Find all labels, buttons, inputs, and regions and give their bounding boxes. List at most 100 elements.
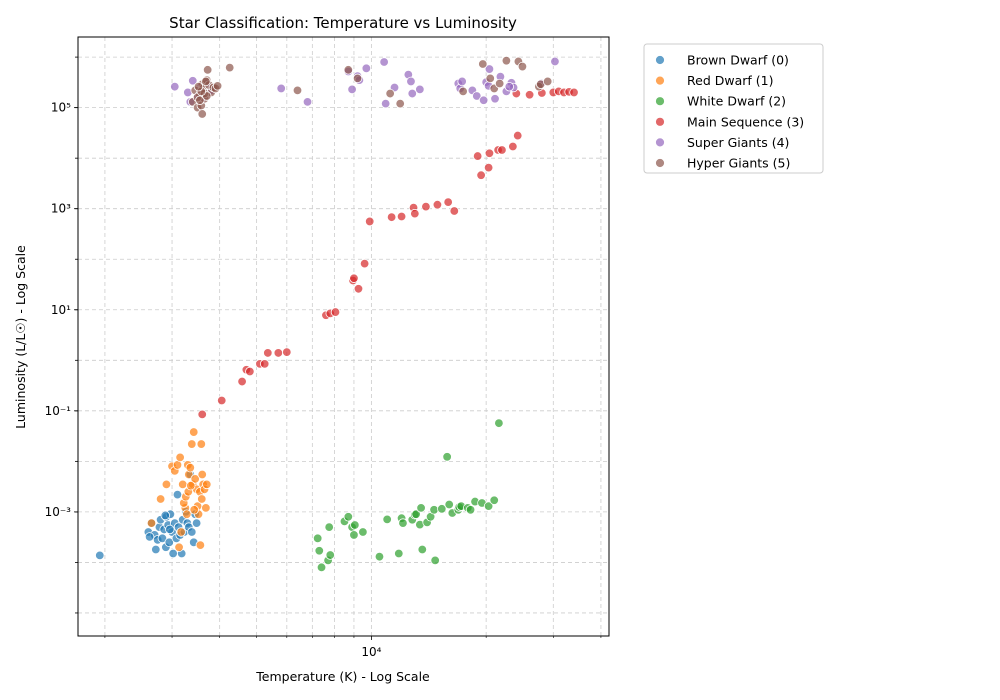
data-point [170, 81, 180, 92]
data-point [165, 524, 175, 535]
data-point [569, 87, 579, 98]
data-point [542, 76, 553, 87]
data-point [191, 518, 202, 528]
data-point [260, 359, 270, 369]
data-point [324, 522, 334, 532]
data-point [485, 73, 495, 84]
data-point [197, 494, 207, 504]
data-point [164, 537, 174, 548]
data-point [410, 208, 420, 219]
data-point [406, 76, 416, 87]
legend-marker [655, 116, 665, 127]
data-point [382, 514, 392, 525]
data-point [225, 62, 235, 73]
data-point [494, 418, 504, 428]
data-point [444, 499, 454, 510]
data-point [201, 76, 211, 87]
data-point [442, 452, 452, 462]
data-point [312, 533, 323, 544]
data-point [417, 544, 428, 555]
data-point [524, 90, 535, 100]
data-point [189, 505, 199, 515]
data-point [146, 518, 157, 528]
data-point [197, 409, 207, 420]
data-point [196, 439, 207, 449]
y-tick-label: 10⁻³ [45, 505, 72, 519]
series-group [146, 427, 212, 552]
data-point [513, 130, 523, 141]
data-point [302, 97, 313, 107]
data-point [411, 509, 421, 519]
data-point [330, 307, 341, 317]
data-point [449, 206, 460, 216]
data-points [95, 55, 579, 573]
data-point [457, 76, 467, 87]
data-point [352, 73, 363, 84]
data-point [394, 548, 404, 559]
data-point [353, 284, 364, 294]
data-point [212, 81, 223, 91]
data-point [175, 452, 185, 463]
data-point [157, 533, 168, 544]
data-point [276, 83, 286, 94]
data-point [245, 366, 255, 377]
data-point [504, 81, 515, 92]
data-point [458, 86, 468, 97]
data-point [472, 151, 483, 161]
data-point [483, 162, 494, 173]
legend-frame [643, 43, 824, 174]
data-point [202, 479, 212, 490]
data-point [430, 555, 440, 566]
data-point [182, 509, 192, 519]
data-point [189, 427, 199, 437]
data-point [407, 88, 417, 99]
data-point [494, 78, 505, 89]
data-point [385, 88, 395, 99]
data-point [465, 505, 476, 515]
data-point [195, 540, 206, 550]
data-point [343, 65, 354, 75]
data-point [484, 148, 495, 158]
legend-label: Red Dwarf (1) [687, 73, 773, 88]
data-point [349, 273, 359, 283]
y-tick-label: 10⁵ [51, 101, 71, 115]
data-point [437, 504, 447, 514]
data-point [415, 84, 425, 95]
y-tick-label: 10¹ [51, 303, 71, 317]
data-point [217, 395, 227, 406]
data-point [379, 57, 389, 67]
y-tick-label: 10⁻¹ [45, 404, 72, 418]
data-point [292, 85, 303, 96]
data-point [432, 199, 443, 210]
data-point [160, 510, 170, 521]
series-group [312, 418, 504, 573]
data-point [314, 546, 324, 556]
data-point [202, 65, 213, 75]
plot-area-frame [77, 36, 610, 637]
data-point [186, 481, 196, 491]
legend-label: Brown Dwarf (0) [687, 53, 789, 68]
data-point [349, 530, 359, 540]
data-point [172, 489, 183, 500]
data-point [185, 462, 196, 473]
data-point [478, 95, 489, 105]
data-point [187, 527, 197, 537]
legend-label: Main Sequence (3) [687, 114, 804, 129]
data-point [188, 76, 198, 86]
data-point [316, 562, 327, 573]
data-point [190, 474, 200, 484]
chart-title: Star Classification: Temperature vs Lumi… [169, 14, 517, 32]
data-point [161, 479, 172, 490]
data-point [263, 348, 273, 358]
legend-marker [655, 137, 665, 148]
data-point [151, 544, 161, 555]
data-point [478, 59, 488, 69]
data-point [443, 197, 453, 207]
data-point [380, 98, 391, 109]
y-axis-label: Luminosity (L/L☉) - Log Scale [13, 245, 28, 429]
data-point [350, 520, 360, 530]
data-point [358, 527, 368, 537]
data-point [365, 216, 375, 227]
data-point [483, 501, 494, 511]
legend: Brown Dwarf (0) Red Dwarf (1) White Dwarf … [643, 43, 824, 174]
